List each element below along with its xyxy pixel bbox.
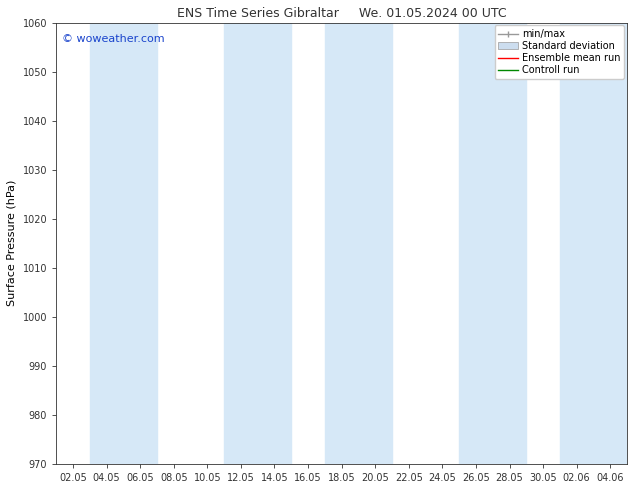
Title: ENS Time Series Gibraltar     We. 01.05.2024 00 UTC: ENS Time Series Gibraltar We. 01.05.2024… (177, 7, 507, 20)
Bar (90, 23, 157, 464)
Text: © woweather.com: © woweather.com (62, 33, 164, 44)
Bar (459, 23, 526, 464)
Legend: min/max, Standard deviation, Ensemble mean run, Controll run: min/max, Standard deviation, Ensemble me… (495, 25, 624, 79)
Y-axis label: Surface Pressure (hPa): Surface Pressure (hPa) (7, 180, 17, 306)
Bar (224, 23, 291, 464)
Bar (560, 23, 627, 464)
Bar (325, 23, 392, 464)
